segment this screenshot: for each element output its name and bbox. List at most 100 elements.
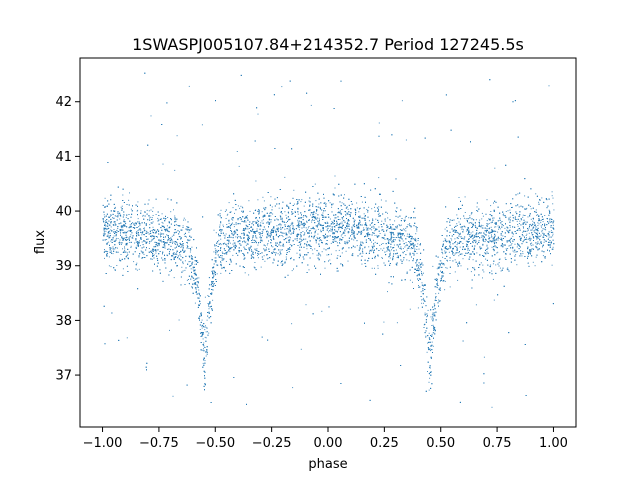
data-point [186,226,188,228]
data-point [415,240,417,242]
data-point [348,223,350,225]
data-point [260,233,262,235]
data-point [249,250,251,252]
data-point [339,242,340,243]
data-point [284,228,286,230]
data-point [548,231,550,233]
data-point [443,272,445,274]
data-point [316,218,318,220]
data-point [319,206,321,208]
data-point [434,313,436,315]
data-point [288,232,290,234]
data-point [486,199,488,201]
data-point [521,255,523,257]
data-point [136,269,138,271]
data-point [174,244,176,245]
data-point [221,259,223,261]
data-point [430,316,432,318]
data-point [141,234,143,236]
data-point [232,235,234,237]
data-point [148,248,150,249]
data-point [549,219,551,221]
data-point [481,218,483,220]
data-point [255,235,257,237]
data-point [398,239,400,241]
data-point [379,233,381,234]
scatter-points [102,72,555,408]
data-point [240,205,242,207]
data-point [526,230,528,232]
data-point [341,234,343,236]
data-point [317,233,319,235]
data-point [314,234,316,236]
data-point [120,254,122,255]
data-point [176,135,178,137]
data-point [537,241,539,243]
data-point [264,248,266,250]
data-point [524,221,526,223]
data-point [107,234,109,236]
data-point [314,183,316,185]
data-point [537,225,539,226]
data-point [232,207,234,209]
data-point [519,245,520,247]
data-point [270,212,272,214]
data-point [337,230,338,232]
data-point [168,248,170,250]
data-point [119,260,120,262]
data-point [535,228,537,230]
data-point [189,251,191,253]
data-point [504,227,506,229]
data-point [438,299,440,301]
data-point [472,234,474,236]
data-point [333,240,335,242]
data-point [538,201,540,203]
data-point [483,271,485,273]
data-point [539,243,541,245]
data-point [157,249,159,250]
data-point [215,257,217,259]
data-point [324,202,326,204]
data-point [398,224,400,226]
data-point [238,243,240,245]
data-point [507,267,509,269]
data-point [314,248,316,250]
data-point [266,235,268,237]
data-point [310,214,311,216]
data-point [446,226,448,228]
data-point [394,220,396,222]
data-point [252,256,254,258]
data-point [428,381,430,383]
data-point [341,252,343,254]
data-point [135,232,137,234]
data-point [484,233,486,235]
data-point [278,228,280,230]
data-point [516,264,518,266]
data-point [310,246,312,248]
data-point [457,232,459,234]
data-point [364,216,366,217]
data-point [486,220,488,222]
data-point [470,271,472,273]
data-point [267,243,269,244]
data-point [296,240,298,242]
data-point [299,226,301,228]
data-point [132,222,133,224]
data-point [444,289,446,291]
data-point [133,228,135,229]
data-point [117,228,119,229]
data-point [290,225,292,227]
data-point [287,236,289,238]
data-point [151,249,153,251]
data-point [465,218,467,220]
data-point [245,244,247,246]
data-point [464,196,466,198]
data-point [280,217,282,219]
data-point [440,270,441,272]
data-point [126,230,128,232]
data-point [328,231,329,233]
data-point [548,85,550,87]
data-point [264,245,266,247]
data-point [437,278,438,280]
data-point [396,322,398,324]
